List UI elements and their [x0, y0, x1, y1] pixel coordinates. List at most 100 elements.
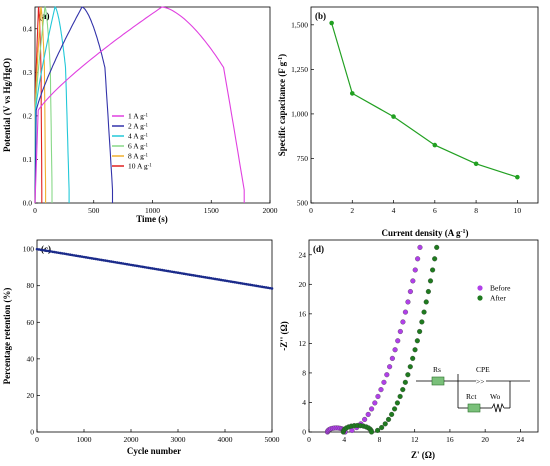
y-tick-label: 1,500: [291, 20, 308, 29]
retention-point: [88, 256, 92, 260]
retention-point: [65, 252, 68, 256]
retention-point: [104, 259, 107, 262]
circuit-rct-resistor: [467, 403, 481, 413]
x-tick-label: 0: [307, 435, 311, 444]
y-tick: 40: [27, 354, 40, 363]
retention-point: [270, 287, 274, 290]
retention-point: [231, 280, 235, 284]
y-tick: 16: [299, 309, 312, 318]
retention-point: [106, 259, 109, 263]
legend-marker: [477, 285, 483, 291]
y-tick: 20: [27, 391, 40, 400]
panel-a-x-label: Time (s): [136, 214, 168, 224]
nyquist-point-after: [414, 338, 420, 344]
retention-point: [208, 276, 211, 280]
retention-point: [200, 275, 203, 278]
nyquist-point-before: [375, 393, 381, 400]
legend-entry: After: [490, 294, 506, 303]
retention-point: [41, 248, 45, 252]
panel-d-frame: [308, 239, 539, 433]
retention-point: [35, 247, 39, 251]
retention-point: [55, 251, 58, 254]
retention-point: [198, 275, 201, 278]
retention-point: [215, 277, 219, 281]
retention-point: [141, 265, 145, 269]
panel-b-y-label: Specific capacitance (F g-1): [277, 54, 287, 156]
retention-point: [211, 277, 215, 280]
retention-point: [157, 268, 160, 271]
y-tick: 4: [302, 398, 312, 407]
y-tick-label: 0.3: [23, 68, 33, 77]
y-tick-label: 80: [27, 281, 35, 290]
capacitance-point: [349, 91, 355, 96]
retention-point: [147, 266, 150, 270]
panel-c-y-ticks: 0 20 40 60 80 100: [23, 245, 40, 437]
y-tick: 60: [27, 318, 40, 327]
panel-b-frame: [310, 6, 539, 204]
panel-a-curves: [34, 5, 245, 204]
y-tick-label: 0.0: [23, 199, 33, 208]
x-tick: 3000: [171, 429, 186, 444]
y-tick: 500: [297, 199, 314, 208]
circuit-wo-element: [491, 402, 505, 413]
nyquist-point-after: [379, 425, 385, 431]
x-tick-label: 4: [342, 435, 346, 444]
x-tick: 1500: [204, 200, 219, 215]
retention-point: [96, 257, 100, 261]
x-tick: 1000: [77, 429, 92, 444]
x-tick-label: 1500: [204, 206, 219, 215]
x-tick-label: 2: [350, 206, 354, 215]
retention-point: [114, 260, 117, 264]
nyquist-point-before: [381, 379, 387, 385]
retention-point: [178, 271, 182, 275]
legend-entry: 6 A g-1: [128, 142, 149, 151]
y-tick-label: 12: [299, 339, 307, 348]
retention-point: [176, 271, 180, 275]
retention-point: [172, 270, 176, 274]
retention-point: [235, 281, 239, 284]
x-tick-label: 1000: [145, 206, 160, 215]
retention-point: [70, 253, 74, 257]
circuit-label-rs: Rs: [433, 365, 441, 374]
circuit-label-rct: Rct: [466, 392, 477, 401]
x-tick-label: 500: [88, 206, 100, 215]
retention-point: [206, 276, 209, 279]
x-tick-label: 6: [433, 206, 437, 215]
panel-b-x-label: Current density (A g-1): [381, 228, 468, 238]
x-tick-label: 10: [514, 206, 522, 215]
nyquist-point-after: [392, 406, 398, 412]
y-tick-label: 0.1: [23, 155, 33, 164]
x-tick-label: 12: [411, 435, 419, 444]
nyquist-point-before: [389, 355, 395, 361]
x-tick: 2000: [124, 429, 139, 444]
retention-point: [258, 285, 262, 288]
nyquist-point-before: [405, 299, 411, 305]
retention-point: [170, 270, 174, 274]
x-tick: 0: [35, 429, 39, 444]
retention-point: [45, 249, 49, 253]
retention-point: [162, 269, 166, 272]
x-tick-label: 2000: [263, 206, 278, 215]
nyquist-point-after: [397, 393, 403, 400]
nyquist-point-after: [425, 289, 431, 295]
x-tick: 16: [446, 429, 454, 444]
nyquist-point-before: [400, 319, 406, 325]
retention-point: [174, 271, 178, 274]
retention-point: [241, 282, 244, 285]
gcd-curve-6-A-g: [34, 5, 53, 204]
panel-a-y-label: Potential (V vs Hg/HgO): [2, 58, 12, 152]
nyquist-point-before: [372, 400, 378, 406]
retention-point: [82, 255, 86, 259]
legend-entry: 8 A g-1: [128, 152, 149, 161]
retention-point: [108, 259, 111, 263]
retention-point: [102, 258, 105, 262]
panel-d-y-label: -Z'' (Ω): [279, 321, 289, 350]
nyquist-point-after: [417, 328, 423, 335]
y-tick: 1,000: [291, 109, 314, 118]
retention-point: [72, 254, 76, 257]
nyquist-point-after: [407, 364, 413, 370]
y-tick-label: 500: [297, 199, 309, 208]
x-tick-label: 0: [35, 435, 39, 444]
y-tick: 0: [302, 428, 312, 437]
retention-point: [47, 249, 51, 253]
